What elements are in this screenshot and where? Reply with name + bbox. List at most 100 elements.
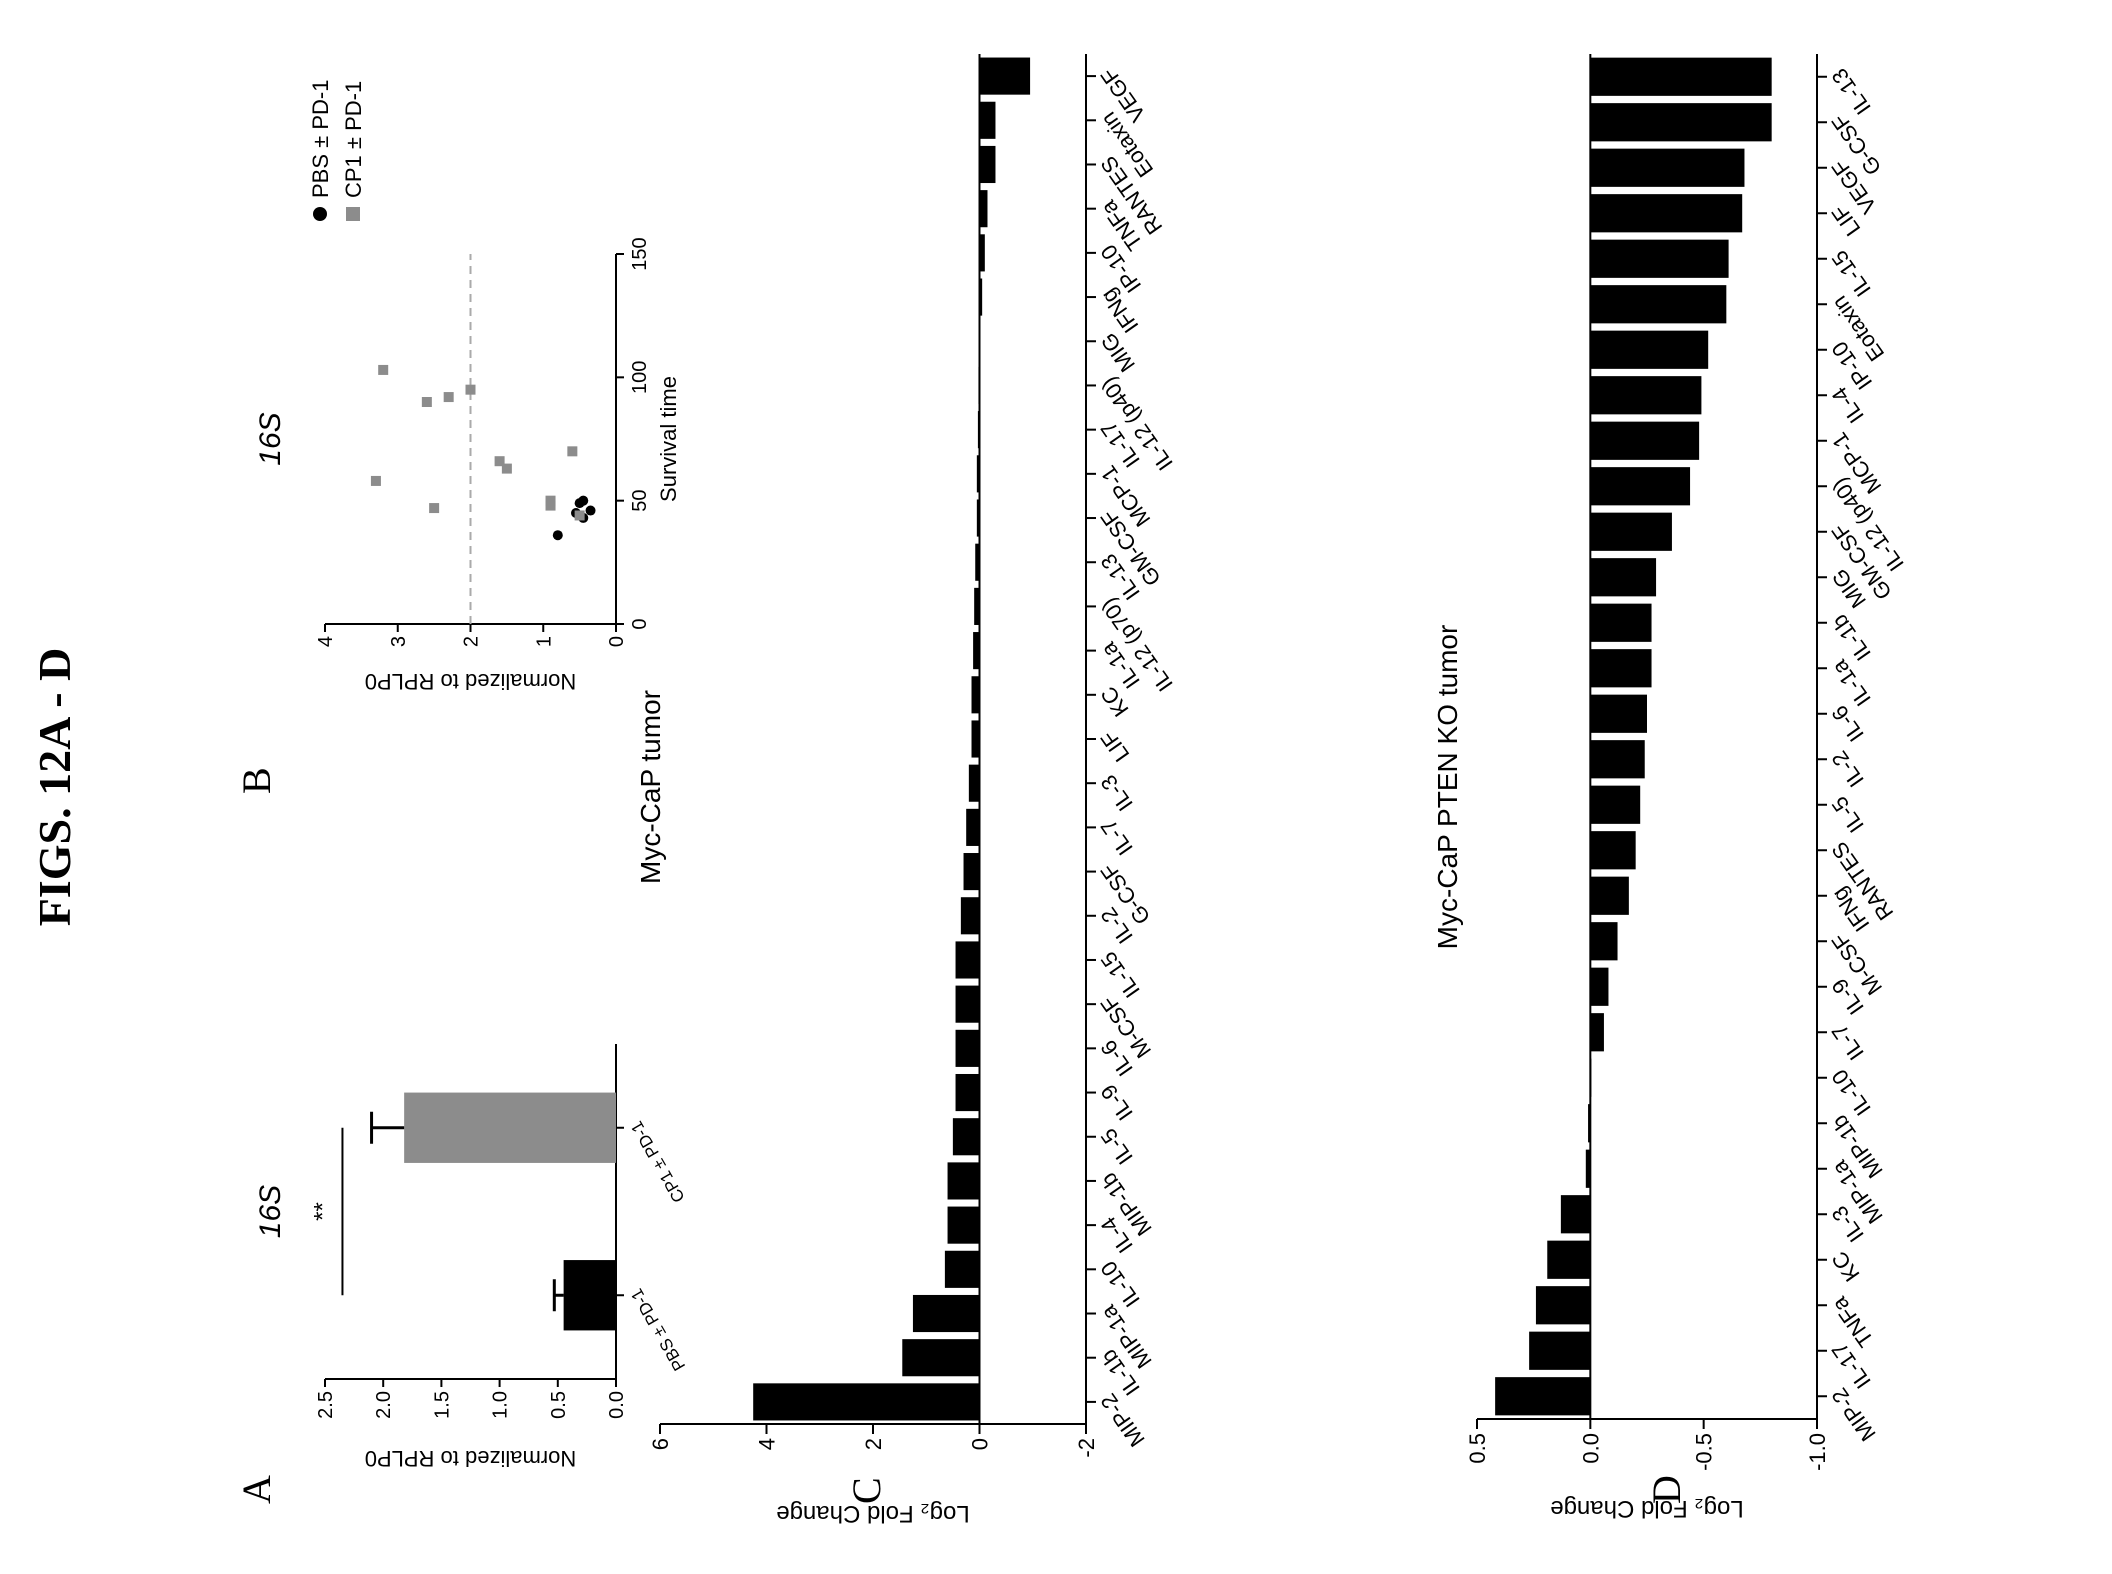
panel-c-bar xyxy=(976,455,980,493)
panel-b-scatter-chart: 16S 0 1 2 3 4 0 50 100 150 Survival time Normalized… xyxy=(254,80,681,694)
panel-a-title: 16S xyxy=(254,1185,287,1238)
panel-c-bar xyxy=(979,234,985,272)
figure-title: FIGS. 12A - D xyxy=(29,648,80,927)
panel-b-ytick-label: 1 xyxy=(533,636,555,647)
panel-c-bar xyxy=(955,1073,980,1112)
panel-c-bar xyxy=(902,1339,980,1377)
panel-d-xtick-label: IL-1b xyxy=(1827,610,1876,665)
panel-c-bar xyxy=(979,190,988,228)
panel-c-bar xyxy=(979,101,996,139)
panel-b-legend-marker-pbs xyxy=(313,207,327,221)
panel-c-bar xyxy=(952,1118,980,1156)
panel-d-xtick-label: IL-2 xyxy=(1827,746,1869,791)
panel-b-point-pbs xyxy=(552,530,563,541)
panel-c-bar xyxy=(973,632,980,670)
panel-b-ytick-label: 0 xyxy=(606,636,628,647)
panel-d-ytick-label: -1.0 xyxy=(1805,1433,1830,1471)
panel-d-xtick-label: IL-13 xyxy=(1827,64,1876,119)
panel-d-xtick-label: IL-10 xyxy=(1827,1065,1876,1120)
panel-d-bar xyxy=(1588,1104,1591,1143)
panel-d-bar xyxy=(1495,1377,1591,1416)
panel-b-xtick-label: 50 xyxy=(629,490,651,512)
panel-b-xtick-label: 150 xyxy=(629,237,651,270)
panel-d-xtick-label: IL-1a xyxy=(1826,655,1876,711)
panel-b-point-cp1 xyxy=(567,446,578,457)
panel-a-significance-label: ** xyxy=(309,1202,336,1221)
panel-d-bar xyxy=(1590,239,1729,278)
panel-c-bar xyxy=(947,1162,980,1200)
panel-d-bar xyxy=(1585,1149,1591,1188)
panel-d-bar xyxy=(1590,649,1652,688)
panel-c-bar xyxy=(971,720,980,758)
panel-d-bar xyxy=(1590,603,1652,642)
panel-c-ytick-label: -2 xyxy=(1074,1438,1099,1458)
panel-c-bar xyxy=(912,1294,980,1333)
panel-b-title: 16S xyxy=(254,412,287,465)
panel-b-legend-label-pbs: PBS ± PD-1 xyxy=(308,80,333,198)
panel-b-point-cp1 xyxy=(429,503,440,514)
panel-b-legend-label-cp1: CP1 ± PD-1 xyxy=(341,81,366,198)
panel-b-point-cp1 xyxy=(443,392,454,403)
panel-d-bar xyxy=(1590,558,1657,597)
panel-a-xtick-label: CP1 ± PD-1 xyxy=(627,1118,689,1206)
panel-c-ytick-label: 0 xyxy=(968,1438,993,1450)
panel-c-bar xyxy=(966,808,980,846)
panel-c-bar xyxy=(968,764,980,802)
panel-c-title: Myc-CaP tumor xyxy=(635,690,666,884)
panel-d-bar-chart: Myc-CaP PTEN KO tumor 0.5 0.0 -0.5 -1.0 Log₂ … xyxy=(1432,54,1909,1522)
panel-d-title: Myc-CaP PTEN KO tumor xyxy=(1432,625,1463,950)
panel-d-xtick-label: IL-7 xyxy=(1827,1019,1869,1064)
panel-d-bar xyxy=(1535,1286,1591,1325)
panel-c-ytick-label: 6 xyxy=(648,1438,673,1450)
panel-b-point-pbs xyxy=(585,505,596,516)
panel-d-bar xyxy=(1590,148,1745,187)
panel-d-bar xyxy=(1590,330,1709,369)
panel-a-bar xyxy=(563,1260,616,1331)
panel-d-bar xyxy=(1547,1240,1591,1279)
panel-c-xtick-label: IL-9 xyxy=(1096,1080,1138,1125)
panel-c-xtick-label: LIF xyxy=(1096,726,1135,766)
panel-d-xtick-label: IL-15 xyxy=(1827,246,1876,301)
panel-d-bar xyxy=(1590,467,1691,506)
panel-a-ytick-label: 1.0 xyxy=(490,1391,512,1419)
panel-c-xtick-label: IL-10 xyxy=(1096,1256,1145,1311)
panel-c-bar xyxy=(979,57,1031,95)
panel-label-c: C xyxy=(844,1477,889,1504)
panel-c-bar xyxy=(944,1250,980,1288)
panel-b-xtick-label: 100 xyxy=(629,361,651,394)
panel-c-bar xyxy=(955,1029,980,1067)
panel-c-bar xyxy=(753,1383,980,1421)
panel-b-xlabel: Survival time xyxy=(656,376,681,502)
panel-b-legend-marker-cp1 xyxy=(346,207,360,221)
panel-d-bar xyxy=(1590,694,1648,733)
panel-a-ytick-label: 2.0 xyxy=(373,1391,395,1419)
panel-c-bar xyxy=(960,897,980,935)
panel-d-bar xyxy=(1590,512,1672,551)
panel-c-xtick-label: IL-5 xyxy=(1096,1124,1138,1169)
panel-label-a: A xyxy=(234,1475,279,1504)
panel-b-point-cp1 xyxy=(545,495,556,506)
panel-b-point-cp1 xyxy=(421,397,432,407)
panel-d-xtick-label: IL-6 xyxy=(1827,701,1869,746)
panel-b-xtick-label: 0 xyxy=(629,618,651,629)
panel-c-bar xyxy=(979,322,981,360)
panel-b-ylabel: Normalized to RPLP0 xyxy=(365,669,577,694)
panel-b-point-cp1 xyxy=(370,475,381,486)
panel-d-xtick-label: TNFa xyxy=(1826,1292,1878,1352)
panel-b-point-cp1 xyxy=(494,456,505,467)
panel-d-xtick-label: MIP-2 xyxy=(1827,1383,1881,1445)
panel-label-d: D xyxy=(1644,1475,1689,1504)
panel-c-xtick-label: IL-7 xyxy=(1096,815,1138,860)
panel-label-b: B xyxy=(234,767,279,794)
panel-d-bar xyxy=(1590,194,1743,233)
panel-a-ytick-label: 0.0 xyxy=(606,1391,628,1419)
panel-d-bar xyxy=(1590,876,1629,915)
panel-d-bar xyxy=(1590,421,1700,460)
panel-a-bar-chart: 16S 0.0 0.5 1.0 1.5 2.0 2.5 Normalized to RPLP0… xyxy=(254,1044,689,1471)
panel-c-bar xyxy=(955,985,980,1023)
panel-c-bar xyxy=(947,1206,980,1244)
panel-d-bar xyxy=(1590,1058,1592,1097)
panel-d-bar xyxy=(1590,57,1772,96)
panel-d-bar xyxy=(1590,1013,1604,1052)
